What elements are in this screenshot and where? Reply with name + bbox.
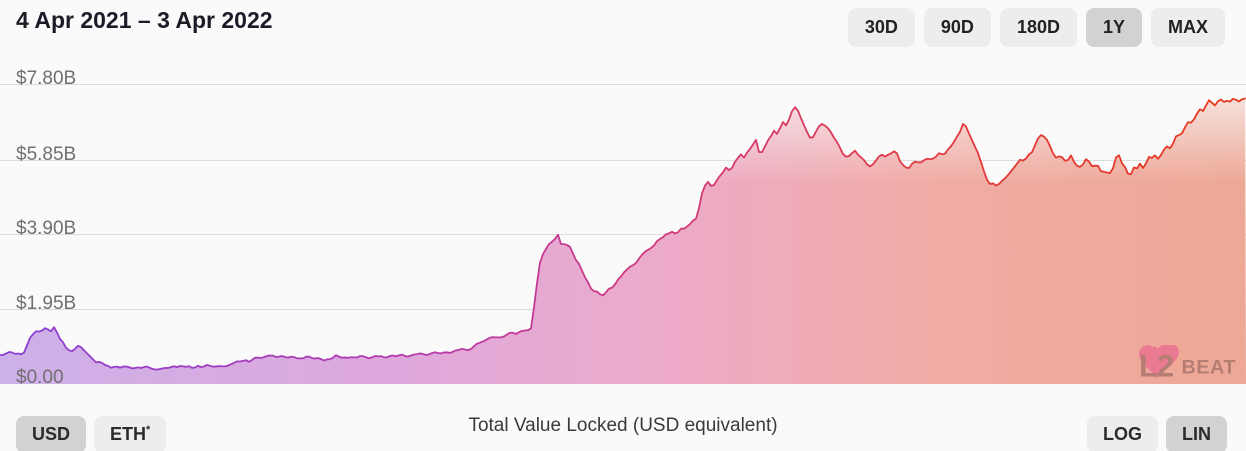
svg-text:2: 2 — [1157, 348, 1174, 383]
svg-text:L: L — [1139, 348, 1158, 383]
svg-text:BEAT: BEAT — [1181, 356, 1235, 378]
